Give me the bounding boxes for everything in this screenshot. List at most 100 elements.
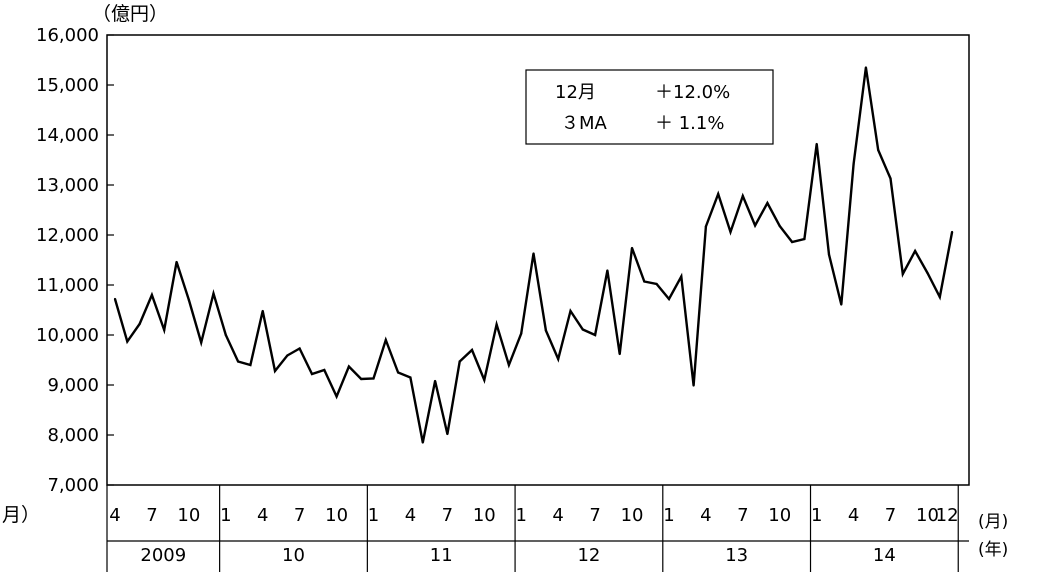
data-point xyxy=(717,192,720,196)
x-month-label: 7 xyxy=(589,505,600,526)
x-year-label: 2009 xyxy=(140,545,186,566)
data-point xyxy=(126,340,129,343)
data-point xyxy=(544,329,547,332)
x-month-label: 4 xyxy=(700,505,711,526)
data-point xyxy=(483,378,486,382)
x-month-label: 7 xyxy=(442,505,453,526)
data-point xyxy=(273,369,277,373)
y-tick-label: 8,000 xyxy=(47,425,99,446)
data-point xyxy=(347,365,350,368)
data-point xyxy=(421,441,424,444)
legend-line2-label: ３MA xyxy=(561,113,608,134)
data-point xyxy=(840,303,843,306)
data-point xyxy=(150,293,154,297)
x-year-label: 13 xyxy=(725,545,748,566)
y-tick-label: 14,000 xyxy=(36,125,99,146)
data-point xyxy=(827,253,831,256)
x-month-label: 10 xyxy=(177,505,200,526)
legend-line2-value: ＋ 1.1% xyxy=(655,113,724,134)
data-point xyxy=(680,275,683,278)
legend-line1-label: 12月 xyxy=(555,82,596,103)
data-point xyxy=(864,66,868,69)
data-point xyxy=(323,368,326,372)
x-year-label: 12 xyxy=(577,545,600,566)
data-point xyxy=(433,379,437,383)
data-point xyxy=(310,372,314,376)
data-point xyxy=(557,357,560,361)
x-month-label: 1 xyxy=(663,505,674,526)
data-point xyxy=(360,377,363,381)
y-tick-label: 12,000 xyxy=(36,225,99,246)
data-point xyxy=(298,347,301,350)
data-point xyxy=(409,376,412,379)
data-point xyxy=(458,360,461,363)
x-month-label: 1 xyxy=(368,505,379,526)
x-month-label: 7 xyxy=(737,505,748,526)
data-point xyxy=(901,272,904,276)
x-month-label: 12 xyxy=(936,505,959,526)
data-point xyxy=(261,309,264,313)
x-month-label: 4 xyxy=(109,505,120,526)
left-axis-label: 月） xyxy=(2,504,40,526)
data-point xyxy=(766,201,769,205)
x-month-label: 1 xyxy=(516,505,527,526)
y-tick-label: 16,000 xyxy=(36,25,99,46)
x-month-label: 1 xyxy=(220,505,231,526)
data-point xyxy=(926,271,929,275)
data-point xyxy=(372,377,375,380)
y-tick-label: 15,000 xyxy=(36,75,99,96)
x-month-label: 10 xyxy=(325,505,348,526)
data-point xyxy=(643,280,646,283)
data-point xyxy=(384,338,387,342)
data-point xyxy=(852,162,855,166)
data-point xyxy=(446,432,449,436)
data-point xyxy=(790,240,794,244)
data-point xyxy=(507,363,511,367)
data-point xyxy=(938,295,941,299)
x-month-label: 1 xyxy=(811,505,822,526)
data-point xyxy=(655,282,658,286)
data-point xyxy=(532,252,535,255)
data-point xyxy=(667,297,671,301)
x-month-label: 4 xyxy=(405,505,416,526)
data-point xyxy=(950,230,954,234)
legend-box: 12月 ＋12.0% ３MA ＋ 1.1% xyxy=(525,69,774,145)
x-month-label: 10 xyxy=(473,505,496,526)
y-unit-label: （億円） xyxy=(92,3,168,25)
x-year-label: 14 xyxy=(873,545,896,566)
data-point xyxy=(877,148,880,152)
legend-frame xyxy=(525,69,774,145)
data-point xyxy=(200,341,203,344)
x-month-label: 10 xyxy=(916,505,939,526)
data-point xyxy=(630,246,634,250)
data-point xyxy=(692,384,695,387)
y-axis-ticks: 7,000 8,000 9,000 10,000 11,000 12,000 13,000 1… xyxy=(36,25,114,496)
data-point xyxy=(889,177,892,180)
data-point xyxy=(470,348,474,352)
data-point xyxy=(520,332,523,335)
data-point xyxy=(187,298,190,302)
y-tick-label: 7,000 xyxy=(47,475,99,496)
data-point xyxy=(803,237,806,241)
data-point xyxy=(237,360,240,363)
year-axis-label: (年) xyxy=(978,540,1008,560)
data-point xyxy=(754,224,757,227)
y-tick-label: 11,000 xyxy=(36,275,99,296)
data-point xyxy=(138,322,141,326)
data-point xyxy=(741,194,744,198)
data-point xyxy=(593,333,597,337)
x-month-label: 10 xyxy=(621,505,644,526)
y-tick-label: 13,000 xyxy=(36,175,99,196)
month-axis-label: (月) xyxy=(978,512,1008,532)
data-point xyxy=(495,323,498,326)
data-point xyxy=(606,269,609,272)
data-point xyxy=(286,354,289,357)
legend-line1-value: ＋12.0% xyxy=(655,82,730,103)
x-month-label: 10 xyxy=(768,505,791,526)
x-month-label: 7 xyxy=(885,505,896,526)
data-point xyxy=(778,224,781,228)
data-point xyxy=(618,352,621,356)
data-point xyxy=(249,363,252,367)
x-month-label: 4 xyxy=(848,505,859,526)
